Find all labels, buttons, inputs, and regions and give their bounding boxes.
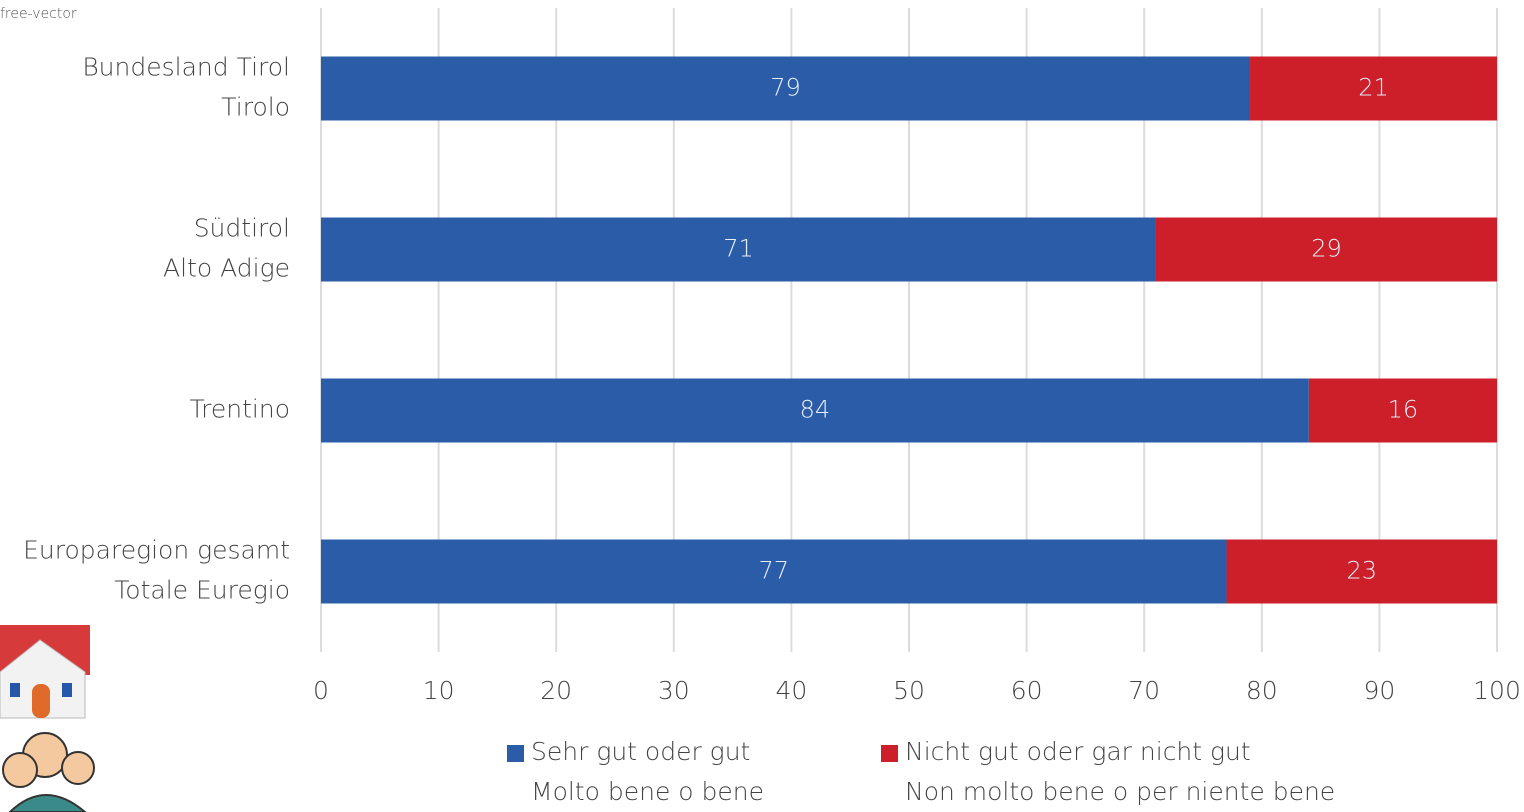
text-line: Sehr gut oder gut [531,737,750,766]
icon-person [3,753,37,787]
value-label: 84 [800,396,831,424]
legend-label: Nicht gut oder gar nicht gut Non molto be… [905,737,1335,806]
x-tick-label: 70 [1128,676,1160,705]
text-line: Bundesland Tirol [82,53,290,82]
x-tick-label: 100 [1473,676,1521,705]
icon-person [62,752,94,784]
legend-label: Sehr gut oder gut Molto bene o bene [531,737,764,806]
legend-swatch [507,745,524,762]
legend-swatch [881,745,898,762]
x-tick-label: 90 [1363,676,1395,705]
watermark: free-vector [0,6,77,22]
x-tick-label: 60 [1011,676,1043,705]
value-label: 21 [1358,74,1389,102]
value-label: 23 [1346,557,1377,585]
category-label: Trentino [190,395,290,424]
category-label: Europaregion gesamt Totale Euregio [23,536,290,605]
value-label: 71 [723,235,754,263]
value-label: 79 [770,74,801,102]
x-tick-label: 50 [893,676,925,705]
text-line: Europaregion gesamt [23,536,290,565]
text-line: Südtirol [194,214,290,243]
x-tick-label: 80 [1246,676,1278,705]
category-label: Südtirol Alto Adige [163,214,290,283]
value-label: 77 [758,557,789,585]
text-line: Totale Euregio [114,576,290,605]
icon-door [32,684,50,718]
text-line: Non molto bene o per niente bene [905,777,1335,806]
text-line: Alto Adige [163,254,290,283]
text-line: Molto bene o bene [531,777,764,806]
icon-window [62,683,72,697]
x-tick-label: 10 [423,676,455,705]
x-tick-label: 0 [313,676,329,705]
text-line: Tirolo [221,93,290,122]
text-line: Nicht gut oder gar nicht gut [905,737,1251,766]
x-tick-label: 40 [775,676,807,705]
category-label: Bundesland Tirol Tirolo [82,53,290,122]
value-label: 29 [1311,235,1342,263]
chart: free-vector 0 10 20 30 40 50 60 70 80 90 100 Bundes… [0,0,1524,812]
value-label: 16 [1388,396,1419,424]
x-tick-label: 20 [540,676,572,705]
x-tick-label: 30 [658,676,690,705]
icon [0,625,94,812]
icon-body [10,795,85,812]
icon-window [10,683,20,697]
